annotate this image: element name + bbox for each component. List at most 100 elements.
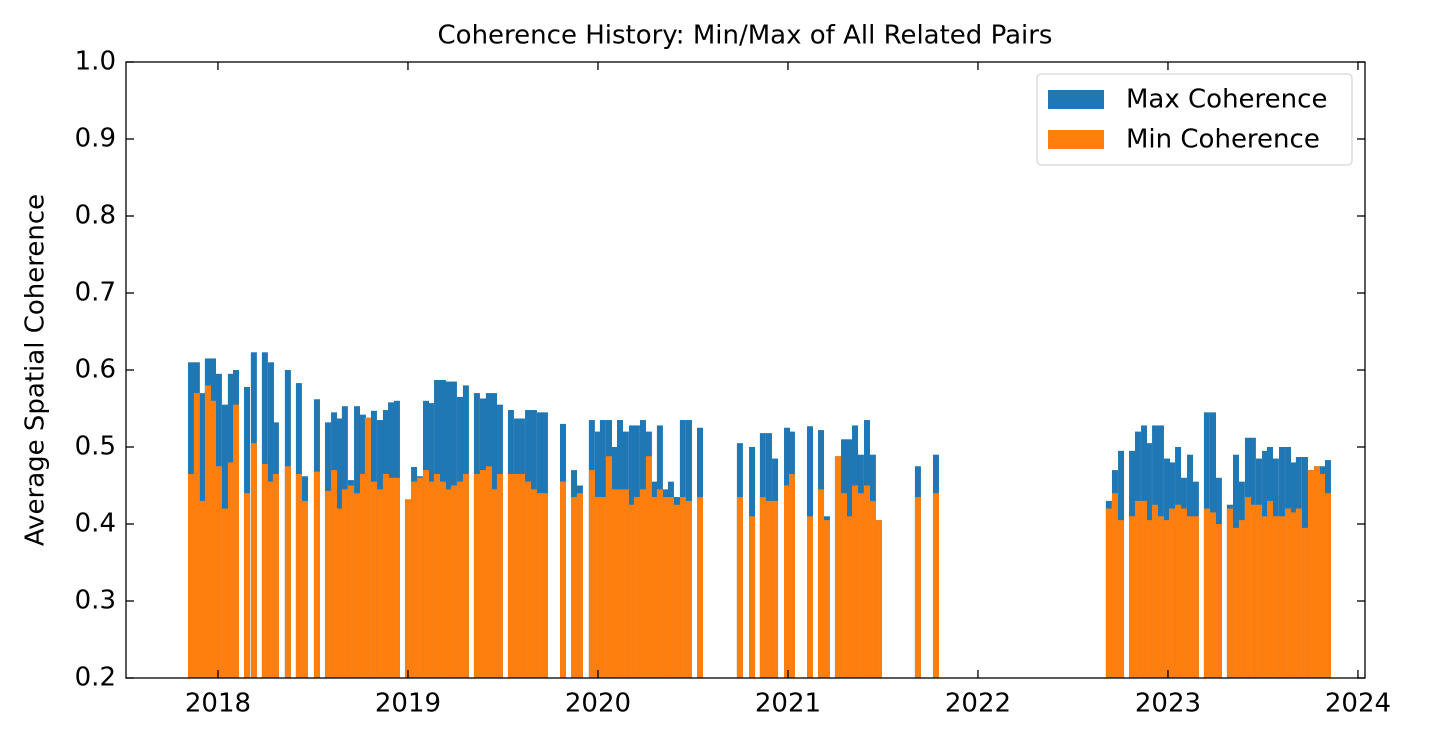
bar — [411, 481, 418, 678]
bar — [622, 489, 629, 678]
bar — [651, 497, 658, 678]
y-tick-label: 0.2 — [75, 663, 116, 693]
bar — [823, 520, 830, 678]
y-tick-label: 1.0 — [75, 47, 116, 77]
bar — [807, 516, 814, 678]
legend-label: Max Coherence — [1126, 85, 1327, 115]
legend-box — [1036, 73, 1353, 166]
bar — [1244, 497, 1251, 678]
bar — [679, 497, 686, 678]
y-tick-label: 0.6 — [75, 355, 116, 385]
bar — [576, 493, 583, 678]
bar — [359, 473, 366, 678]
x-tick-label: 2020 — [565, 689, 631, 719]
x-tick-label: 2021 — [755, 689, 821, 719]
bar — [571, 497, 578, 678]
x-tick-label: 2023 — [1135, 689, 1201, 719]
bar — [1157, 516, 1164, 678]
bar — [462, 473, 469, 678]
bar — [227, 462, 234, 678]
bar — [772, 500, 779, 678]
bar — [267, 481, 274, 678]
bar — [423, 470, 430, 678]
bar — [485, 466, 492, 678]
bar — [932, 493, 939, 678]
y-tick-label: 0.4 — [75, 509, 116, 539]
bar — [215, 466, 222, 678]
bar — [404, 499, 411, 678]
bar — [210, 400, 217, 678]
bar — [1255, 504, 1262, 678]
bar — [1278, 516, 1285, 678]
bar — [1324, 493, 1331, 678]
bar — [204, 385, 211, 678]
bar — [685, 500, 692, 678]
bar — [611, 489, 618, 678]
legend-swatch — [1048, 130, 1104, 149]
bar — [541, 493, 548, 678]
bar — [1295, 508, 1302, 678]
bar — [617, 489, 624, 678]
bar — [450, 485, 457, 678]
bar — [445, 489, 452, 678]
bar — [1129, 516, 1136, 678]
bar — [284, 466, 291, 678]
bar — [834, 456, 841, 678]
bar — [560, 481, 567, 678]
bar — [295, 473, 302, 678]
bar — [1238, 520, 1245, 678]
bar — [439, 481, 446, 678]
bar — [639, 489, 646, 678]
bar — [525, 481, 532, 678]
bar — [272, 473, 279, 678]
bar — [416, 477, 423, 678]
bar — [1111, 493, 1118, 678]
bar — [1141, 500, 1148, 678]
bar — [313, 471, 320, 678]
bar — [1313, 466, 1320, 678]
chart-title: Coherence History: Min/Max of All Relate… — [438, 21, 1053, 51]
bar — [434, 473, 441, 678]
legend: Max Coherence Min Coherence — [1036, 73, 1353, 166]
bar — [1175, 504, 1182, 678]
bar — [1152, 504, 1159, 678]
bar — [1266, 500, 1273, 678]
bar — [846, 516, 853, 678]
bar — [667, 497, 674, 678]
bar — [496, 473, 503, 678]
bar — [193, 393, 200, 678]
bar — [736, 497, 743, 678]
bar — [841, 493, 848, 678]
bar — [457, 481, 464, 678]
bar — [473, 473, 480, 678]
y-tick-label: 0.8 — [75, 201, 116, 231]
bar — [261, 463, 268, 678]
bar — [301, 500, 308, 678]
bar — [605, 456, 612, 678]
bar — [518, 473, 525, 678]
bar — [875, 520, 882, 678]
bar — [507, 473, 514, 678]
bar — [765, 500, 772, 678]
bar — [1232, 527, 1239, 678]
bar — [537, 493, 544, 678]
bar — [759, 497, 766, 678]
bar — [594, 497, 601, 678]
bar — [382, 473, 389, 678]
bar — [588, 470, 595, 678]
bar — [674, 504, 681, 678]
bar — [187, 473, 194, 678]
y-tick-label: 0.7 — [75, 278, 116, 308]
bar — [233, 404, 240, 678]
bar — [1262, 516, 1269, 678]
bar — [324, 490, 331, 678]
bar — [1164, 520, 1171, 678]
bar — [1192, 516, 1199, 678]
bar — [364, 417, 371, 678]
bar — [628, 504, 635, 678]
bar — [221, 508, 228, 678]
bar — [818, 489, 825, 678]
bar — [1290, 512, 1297, 678]
bar — [250, 443, 257, 678]
